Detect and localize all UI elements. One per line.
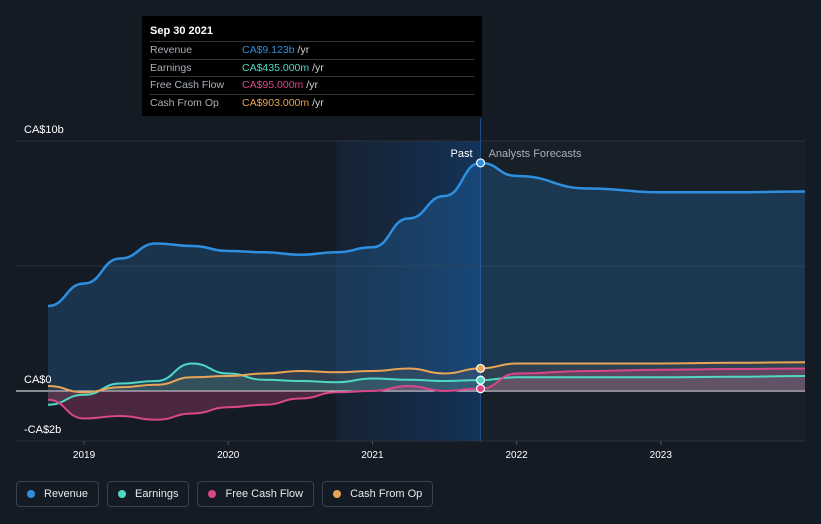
revenue-marker (475, 158, 486, 168)
cash-from-op-marker (475, 363, 486, 374)
tooltip-row-cash-from-op: Cash From Op CA$903.000m /yr (150, 93, 474, 112)
earnings-area (48, 363, 805, 405)
tooltip-value: CA$95.000m (242, 79, 304, 92)
legend-item-cash-from-op[interactable]: Cash From Op (322, 481, 434, 507)
legend-label: Cash From Op (350, 488, 423, 500)
revenue-dot-icon (27, 490, 35, 498)
x-tick-label: 2023 (650, 450, 673, 461)
chart-canvas: CA$10b CA$0 -CA$2b Past Analysts Forecasts 20… (16, 118, 806, 461)
legend-label: Revenue (44, 488, 89, 500)
revenue-area (48, 162, 805, 391)
free-cash-flow-line (47, 367, 806, 421)
tooltip-label: Free Cash Flow (150, 79, 225, 92)
legend-item-free-cash-flow[interactable]: Free Cash Flow (197, 481, 315, 507)
past-label: Past (451, 148, 473, 160)
earnings-line (47, 362, 806, 406)
tooltip-label: Cash From Op (150, 96, 219, 109)
y-axis-label: CA$0 (24, 374, 52, 386)
forecast-label: Analysts Forecasts (489, 148, 582, 160)
tooltip-unit: /yr (312, 96, 324, 109)
legend-label: Earnings (135, 488, 179, 500)
tooltip-row-free-cash-flow: Free Cash Flow CA$95.000m /yr (150, 76, 474, 94)
tooltip-value: CA$903.000m (242, 96, 310, 109)
x-tick-label: 2019 (73, 450, 96, 461)
free-cash-flow-dot-icon (208, 490, 217, 498)
tooltip-row-earnings: Earnings CA$435.000m /yr (150, 58, 474, 77)
earnings-dot-icon (118, 490, 127, 498)
chart-legend: Revenue Earnings Free Cash Flow Cash Fro… (16, 481, 434, 507)
x-tick-label: 2022 (505, 450, 528, 461)
tooltip-label: Revenue (150, 44, 193, 57)
tooltip-unit: /yr (297, 44, 310, 57)
earnings-marker (475, 375, 486, 385)
tooltip-value: CA$435.000m (242, 61, 310, 74)
cash-from-op-line (47, 361, 806, 394)
cash-from-op-dot-icon (333, 490, 342, 498)
tooltip-unit: /yr (306, 79, 318, 92)
tooltip-panel: Sep 30 2021 Revenue CA$9.123b /yr Earnin… (142, 16, 482, 116)
tooltip-row-revenue: Revenue CA$9.123b /yr (150, 41, 474, 59)
y-axis-label: CA$10b (24, 124, 64, 136)
tooltip-date: Sep 30 2021 (150, 25, 213, 37)
legend-item-revenue[interactable]: Revenue (16, 481, 100, 507)
free-cash-flow-marker (475, 384, 486, 394)
tooltip-value: CA$9.123b (242, 44, 295, 57)
x-tick-label: 2020 (217, 450, 240, 461)
tooltip-unit: /yr (312, 61, 324, 74)
revenue-line (47, 161, 806, 308)
legend-label: Free Cash Flow (225, 488, 304, 500)
x-tick-label: 2021 (361, 450, 384, 461)
tooltip-label: Earnings (150, 61, 192, 74)
y-axis-label: -CA$2b (24, 424, 61, 436)
legend-item-earnings[interactable]: Earnings (107, 481, 190, 507)
